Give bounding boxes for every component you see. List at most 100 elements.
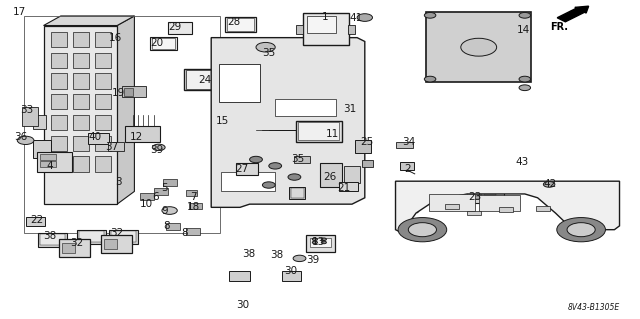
Bar: [536, 206, 550, 211]
Bar: [33, 140, 51, 158]
Circle shape: [321, 238, 326, 241]
Polygon shape: [269, 53, 346, 99]
Circle shape: [461, 38, 497, 56]
Text: 10: 10: [140, 199, 152, 209]
Bar: [140, 193, 154, 200]
Circle shape: [543, 182, 555, 187]
Bar: [467, 190, 504, 203]
Bar: [62, 243, 75, 253]
Bar: [51, 115, 67, 130]
Text: 34: 34: [402, 137, 415, 147]
Circle shape: [288, 174, 301, 180]
Bar: [320, 163, 342, 187]
Bar: [95, 136, 111, 151]
Bar: [236, 163, 258, 175]
Text: 9: 9: [161, 205, 168, 216]
Bar: [51, 32, 67, 47]
Bar: [298, 122, 339, 140]
Bar: [38, 233, 67, 247]
Text: 29: 29: [168, 22, 181, 32]
Bar: [88, 133, 109, 144]
Bar: [294, 156, 310, 163]
Bar: [22, 107, 38, 126]
Bar: [73, 53, 89, 68]
Bar: [186, 190, 197, 196]
Bar: [296, 121, 342, 142]
Text: 6: 6: [152, 192, 159, 202]
Circle shape: [408, 223, 436, 237]
Bar: [40, 234, 65, 245]
Bar: [168, 22, 192, 34]
Text: 32: 32: [110, 228, 123, 238]
Bar: [73, 94, 89, 109]
Bar: [122, 86, 146, 97]
Bar: [95, 32, 111, 47]
Text: 2: 2: [404, 164, 411, 174]
Bar: [95, 156, 111, 172]
Text: 12: 12: [130, 132, 143, 142]
Bar: [152, 38, 175, 49]
Text: 42: 42: [544, 179, 557, 189]
Bar: [306, 235, 335, 252]
Bar: [470, 191, 482, 195]
Bar: [24, 16, 220, 233]
Text: 8V43-B1305E: 8V43-B1305E: [567, 303, 620, 312]
Circle shape: [262, 182, 275, 188]
Bar: [79, 231, 104, 242]
Circle shape: [519, 85, 531, 91]
Bar: [108, 142, 124, 151]
Text: 16: 16: [109, 33, 122, 43]
Polygon shape: [396, 181, 620, 233]
Bar: [186, 70, 227, 89]
Text: 40: 40: [88, 132, 101, 142]
Bar: [225, 17, 256, 32]
Bar: [479, 195, 520, 211]
Text: FR.: FR.: [550, 22, 568, 32]
Bar: [186, 228, 200, 235]
Bar: [37, 152, 72, 172]
Bar: [51, 136, 67, 151]
Bar: [163, 179, 177, 186]
Text: 39: 39: [150, 145, 163, 155]
Bar: [344, 166, 360, 183]
Bar: [51, 73, 67, 89]
Text: 27: 27: [236, 164, 248, 174]
Bar: [310, 238, 331, 247]
Bar: [362, 160, 373, 167]
Text: 38: 38: [242, 249, 255, 259]
Bar: [426, 12, 531, 82]
Text: 37: 37: [106, 142, 118, 152]
Text: 33: 33: [20, 105, 33, 115]
Text: 5: 5: [161, 183, 168, 193]
Text: 28: 28: [227, 17, 240, 27]
Circle shape: [424, 76, 436, 82]
Text: 30: 30: [285, 266, 298, 276]
Circle shape: [293, 255, 306, 262]
Bar: [51, 53, 67, 68]
Text: 1: 1: [322, 11, 328, 22]
Bar: [73, 73, 89, 89]
Bar: [125, 126, 160, 142]
Text: 35: 35: [262, 48, 275, 58]
Bar: [307, 16, 336, 33]
Circle shape: [519, 12, 531, 18]
Bar: [77, 230, 106, 244]
Bar: [229, 271, 250, 281]
Bar: [111, 231, 136, 242]
Bar: [289, 187, 305, 199]
Text: 43: 43: [515, 157, 528, 167]
Polygon shape: [117, 16, 134, 204]
Bar: [184, 69, 230, 90]
Text: 8: 8: [163, 221, 170, 232]
Text: 21: 21: [338, 182, 351, 193]
Bar: [484, 196, 496, 199]
Bar: [40, 154, 56, 160]
Text: 39: 39: [306, 255, 319, 265]
Circle shape: [256, 42, 275, 52]
Circle shape: [162, 207, 177, 214]
Text: 38: 38: [270, 250, 283, 260]
Bar: [73, 115, 89, 130]
Bar: [109, 230, 138, 244]
Circle shape: [519, 76, 531, 82]
Polygon shape: [44, 16, 134, 26]
